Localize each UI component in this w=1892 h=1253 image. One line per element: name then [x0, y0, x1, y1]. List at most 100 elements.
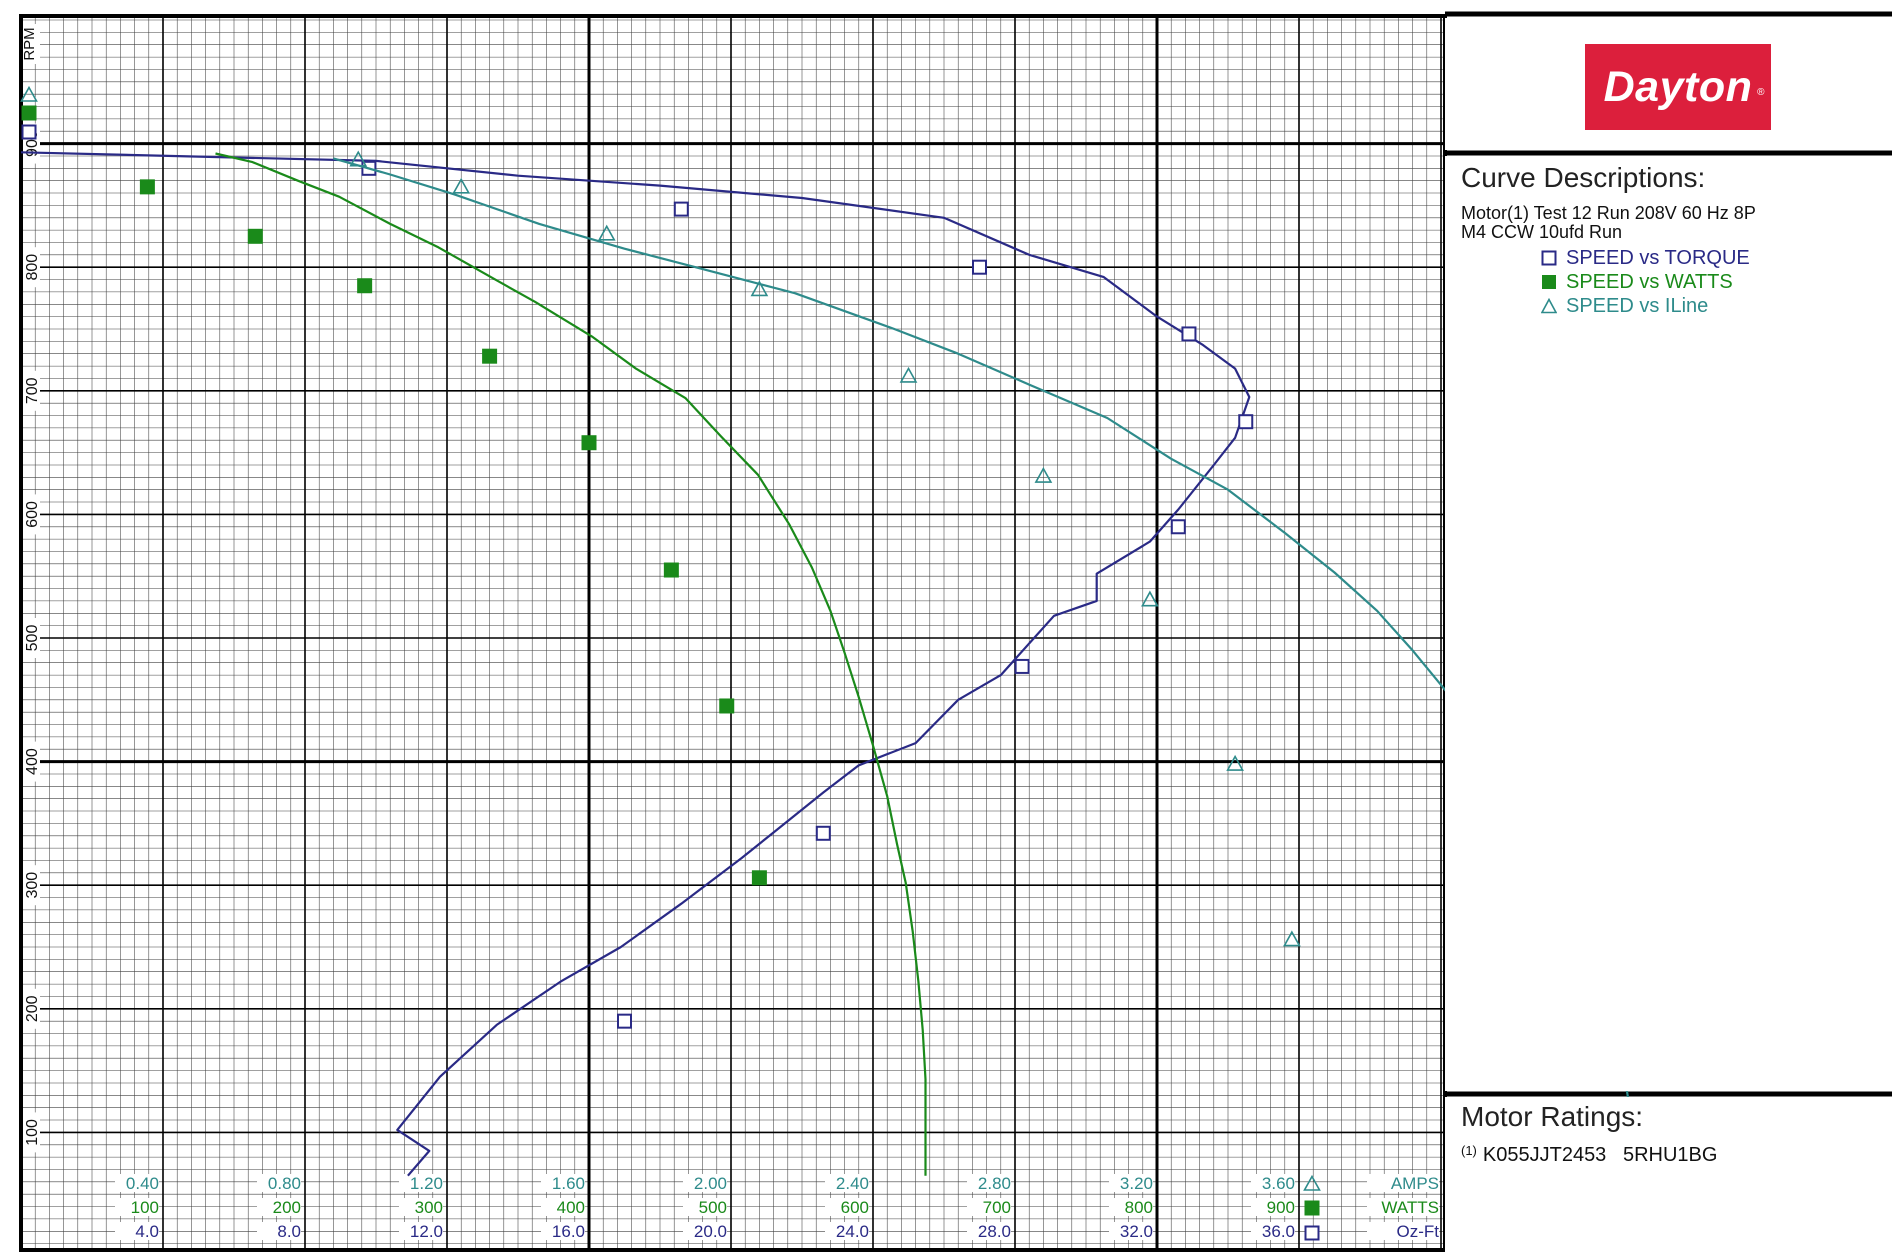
curve-descriptions-panel: Curve Descriptions: Motor(1) Test 12 Run… [1445, 156, 1892, 1091]
x-tick-label-amps: 1.20 [410, 1174, 443, 1193]
x-tick-bg [1251, 1174, 1295, 1192]
heavy-grid [21, 18, 1445, 1250]
motor-description-line2: M4 CCW 10ufd Run [1461, 222, 1623, 242]
y-tick-label: 700 [24, 377, 41, 404]
data-marker [1304, 1200, 1320, 1216]
data-marker [357, 278, 373, 294]
x-tick-bg [541, 1198, 585, 1216]
x-tick-bg [399, 1222, 443, 1240]
y-tick-bg [23, 741, 40, 782]
x-tick-label-watts: 400 [557, 1198, 585, 1217]
x-tick-bg [683, 1198, 727, 1216]
legend: SPEED vs TORQUE SPEED vs WATTS SPEED vs … [1541, 246, 1750, 318]
axis-marker-keys [20, 85, 1321, 1241]
curve-descriptions-title: Curve Descriptions: [1461, 162, 1706, 193]
x-tick-label-amps: 0.80 [268, 1174, 301, 1193]
y-tick-bg [23, 247, 40, 288]
x-tick-label-amps: 1.60 [552, 1174, 585, 1193]
x-tick-label-oz-ft: 12.0 [410, 1222, 443, 1241]
x-tick-bg [115, 1174, 159, 1192]
data-marker [1141, 590, 1159, 607]
x-tick-bg [399, 1174, 443, 1192]
x-unit-label-watts: WATTS [1381, 1198, 1439, 1217]
x-tick-bg [1109, 1174, 1153, 1192]
y-tick-bg [23, 370, 40, 411]
y-tick-bg [23, 618, 40, 658]
y-tick-bg [23, 494, 40, 535]
dayton-logo: Dayton ® [1585, 44, 1771, 130]
x-tick-label-amps: 3.60 [1262, 1174, 1295, 1193]
x-tick-label-oz-ft: 4.0 [135, 1222, 159, 1241]
y-tick-bg [23, 988, 40, 1029]
x-tick-bg [1109, 1222, 1153, 1240]
motor-rating: (1) K055JJT2453 5RHU1BG [1461, 1143, 1717, 1167]
x-tick-label-watts: 600 [841, 1198, 869, 1217]
motor-ratings-title: Motor Ratings: [1461, 1101, 1644, 1132]
x-tick-bg [257, 1198, 301, 1216]
x-tick-bg [541, 1222, 585, 1240]
data-marker [719, 698, 735, 714]
x-tick-bg [115, 1222, 159, 1240]
series-line [215, 152, 927, 1176]
x-tick-label-amps: 2.40 [836, 1174, 869, 1193]
data-marker [1283, 930, 1301, 947]
open-square-icon [1541, 250, 1557, 266]
y-tick-bg [23, 865, 40, 906]
rating-superscript: (1) [1461, 1143, 1477, 1158]
data-marker [452, 177, 471, 194]
motor-description: Motor(1) Test 12 Run 208V 60 Hz 8P M4 CC… [1461, 204, 1881, 242]
y-tick-label: 300 [24, 872, 41, 899]
y-label-bg [23, 24, 40, 64]
x-tick-bg [825, 1198, 869, 1216]
data-marker [482, 348, 498, 364]
filled-square-icon [1542, 275, 1556, 289]
motor-ratings-panel: Motor Ratings: (1) K055JJT2453 5RHU1BG [1445, 1097, 1892, 1253]
series-oz-ft [20, 151, 1254, 1177]
x-tick-bg [683, 1222, 727, 1240]
logo-text: Dayton [1603, 63, 1753, 111]
data-marker [1014, 658, 1030, 674]
x-unit-label-amps: AMPS [1391, 1174, 1439, 1193]
logo-panel: Dayton ® [1445, 18, 1892, 150]
data-marker [20, 85, 38, 102]
x-unit-label-oz-ft: Oz-Ft [1397, 1222, 1440, 1241]
x-tick-bg [825, 1222, 869, 1240]
x-tick-bg [967, 1198, 1011, 1216]
y-axis-label: RPM [21, 27, 38, 60]
y-tick-label: 100 [24, 1119, 41, 1146]
y-tick-label: 800 [24, 254, 41, 281]
x-tick-bg [967, 1174, 1011, 1192]
x-tick-label-watts: 500 [699, 1198, 727, 1217]
legend-item-iline: SPEED vs ILine [1541, 294, 1750, 318]
logo-reg-mark: ® [1757, 87, 1765, 98]
major-grid [21, 18, 1445, 1250]
data-marker [597, 224, 616, 241]
x-unit-bg [1367, 1222, 1439, 1240]
x-tick-label-oz-ft: 16.0 [552, 1222, 585, 1241]
data-marker [1304, 1225, 1320, 1241]
x-tick-bg [541, 1174, 585, 1192]
data-marker [139, 179, 155, 195]
x-tick-label-watts: 800 [1125, 1198, 1153, 1217]
x-tick-bg [1251, 1222, 1295, 1240]
data-marker [972, 259, 987, 275]
x-tick-bg [825, 1174, 869, 1192]
x-unit-bg [1367, 1198, 1439, 1216]
x-tick-bg [967, 1222, 1011, 1240]
data-marker [663, 562, 679, 578]
legend-label-torque: SPEED vs TORQUE [1566, 246, 1750, 269]
legend-label-watts: SPEED vs WATTS [1566, 270, 1733, 293]
x-tick-bg [115, 1198, 159, 1216]
x-tick-bg [1109, 1198, 1153, 1216]
x-tick-label-watts: 900 [1267, 1198, 1295, 1217]
x-unit-bg [1367, 1174, 1439, 1192]
y-tick-label: 600 [24, 501, 41, 528]
x-tick-label-oz-ft: 36.0 [1262, 1222, 1295, 1241]
x-tick-label-oz-ft: 8.0 [277, 1222, 301, 1241]
data-marker [750, 280, 769, 297]
x-tick-label-amps: 3.20 [1120, 1174, 1153, 1193]
x-tick-label-oz-ft: 20.0 [694, 1222, 727, 1241]
legend-item-watts: SPEED vs WATTS [1541, 270, 1750, 294]
data-marker [247, 228, 263, 244]
data-marker [899, 366, 918, 383]
